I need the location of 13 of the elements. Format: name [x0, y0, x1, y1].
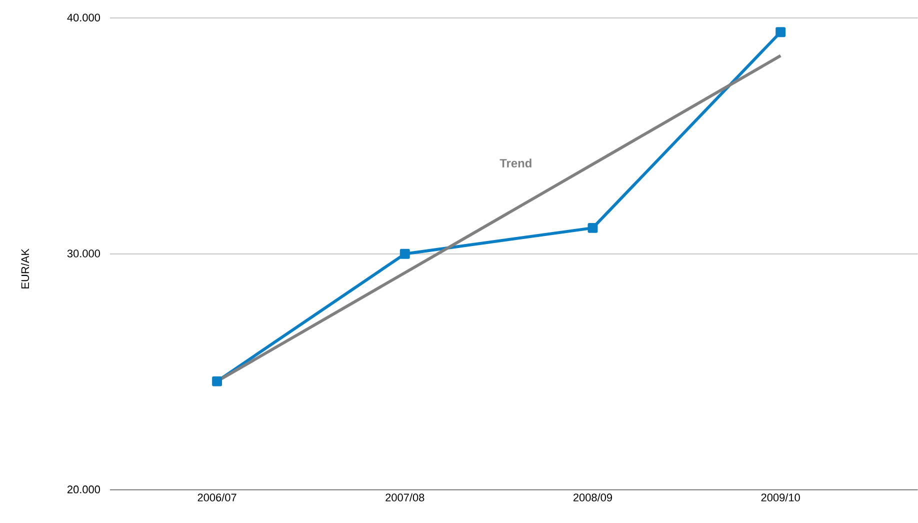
point [588, 223, 598, 234]
x-tick-label: 2006/07 [198, 493, 236, 502]
x-tick-label: 2008/09 [573, 493, 612, 502]
y-tick-label: 20.000 [67, 486, 100, 494]
x-tick-label: 2007/08 [386, 493, 424, 502]
point [212, 376, 222, 386]
point [400, 249, 410, 259]
x-tick-label: 2009/10 [761, 493, 800, 502]
point [776, 27, 786, 38]
y-axis-title: EUR/AK [20, 248, 30, 288]
text: Trend [500, 158, 532, 168]
y-tick-label: 40.000 [67, 14, 100, 22]
y-tick-label: 30.000 [67, 250, 100, 258]
